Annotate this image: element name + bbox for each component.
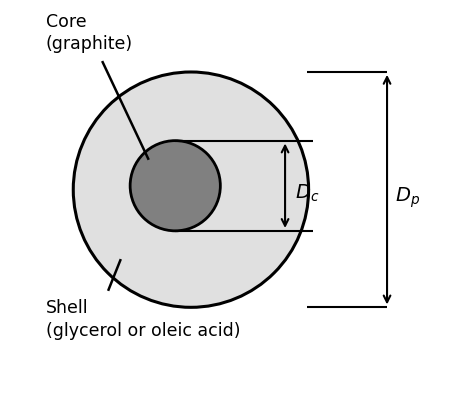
Circle shape <box>73 72 308 307</box>
Text: $D_p$: $D_p$ <box>395 185 420 210</box>
Text: Core
(graphite): Core (graphite) <box>46 13 133 53</box>
Text: $D_c$: $D_c$ <box>295 183 319 204</box>
Text: Shell
(glycerol or oleic acid): Shell (glycerol or oleic acid) <box>46 299 240 340</box>
Circle shape <box>130 141 220 231</box>
